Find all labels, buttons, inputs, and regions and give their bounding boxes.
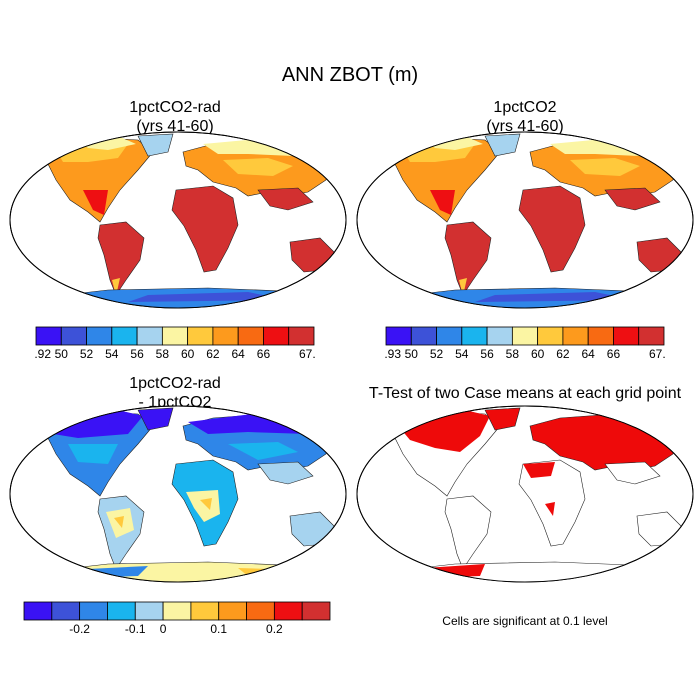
panel2-title-line2: (yrs 41-60)	[486, 118, 564, 135]
colorbar-box	[486, 326, 513, 346]
colorbar-tick-label: -0.1	[125, 622, 146, 636]
colorbar-tick-label: 56	[130, 347, 144, 361]
colorbar-tick-label: 50	[55, 347, 69, 361]
colorbar-box	[461, 326, 488, 346]
colorbar-tick-label: -0.2	[69, 622, 90, 636]
colorbar-box	[537, 326, 564, 346]
colorbar-tick-label: 64	[232, 347, 246, 361]
colorbar-box	[587, 326, 614, 346]
colorbar-tick-label: 0	[160, 622, 167, 636]
colorbar-box	[187, 326, 214, 346]
colorbar-box	[511, 326, 539, 346]
colorbar-tick-label: 58	[506, 347, 520, 361]
colorbar-tick-label: 54	[105, 347, 119, 361]
panel1-title-line1: 1pctCO2-rad	[129, 99, 221, 116]
colorbar-box	[288, 326, 315, 346]
panel3-title-line1: 1pctCO2-rad	[129, 375, 221, 392]
colorbar-box	[237, 326, 264, 346]
figure-title: ANN ZBOT (m)	[281, 64, 419, 86]
colorbar-box	[436, 326, 463, 346]
panel1-title: 1pctCO2-rad (yrs 41-60)	[50, 98, 300, 136]
panel2-title-line1: 1pctCO2	[493, 99, 557, 116]
colorbar-tick-label: 67.24	[649, 347, 666, 361]
colorbar-tick-label: 58	[156, 347, 170, 361]
colorbar-box	[51, 601, 81, 621]
panel1-colorbar: 48.92 50 52 54 56 58 60 62 64 66 67.21	[34, 326, 316, 361]
panel4-map	[356, 405, 694, 583]
colorbar-tick-label: 62	[556, 347, 570, 361]
colorbar-box	[136, 326, 163, 346]
colorbar-box	[162, 601, 192, 621]
colorbar-box	[613, 326, 640, 346]
colorbar-box	[107, 601, 136, 621]
colorbar-box	[35, 326, 62, 346]
colorbar-box	[263, 326, 290, 346]
panel3-colorbar: -0.2 -0.1 0 0.1 0.2	[23, 601, 331, 636]
colorbar-tick-label: 66	[607, 347, 621, 361]
colorbar-box	[562, 326, 589, 346]
colorbar-box	[246, 601, 275, 621]
colorbar-tick-label: 60	[181, 347, 195, 361]
colorbar-tick-label: 48.92	[34, 347, 51, 361]
colorbar-box	[23, 601, 53, 621]
panel1-map	[9, 131, 347, 309]
colorbar-box	[190, 601, 220, 621]
panel2-map	[356, 131, 694, 309]
panel2-title: 1pctCO2 (yrs 41-60)	[400, 98, 650, 136]
colorbar-tick-label: 66	[257, 347, 271, 361]
colorbar-box	[212, 326, 239, 346]
colorbar-box	[638, 326, 665, 346]
colorbar-tick-label: 56	[480, 347, 494, 361]
colorbar-box	[134, 601, 164, 621]
panel3-map	[9, 405, 347, 583]
colorbar-tick-label: 60	[531, 347, 545, 361]
colorbar-box	[79, 601, 108, 621]
colorbar-box	[273, 601, 303, 621]
colorbar-tick-label: 0.1	[210, 622, 227, 636]
panel4-title: T-Test of two Case means at each grid po…	[368, 385, 682, 402]
colorbar-tick-label: 67.21	[299, 347, 316, 361]
colorbar-box	[161, 326, 189, 346]
panel1-title-line2: (yrs 41-60)	[136, 118, 214, 135]
panel4-note: Cells are significant at 0.1 level	[442, 614, 608, 628]
colorbar-box	[385, 326, 412, 346]
panel2-colorbar: 48.93 50 52 54 56 58 60 62 64 66 67.24	[384, 326, 666, 361]
colorbar-tick-label: 50	[405, 347, 419, 361]
colorbar-box	[218, 601, 247, 621]
colorbar-tick-label: 48.93	[384, 347, 401, 361]
colorbar-box	[410, 326, 437, 346]
colorbar-tick-label: 64	[582, 347, 596, 361]
colorbar-tick-label: 54	[455, 347, 469, 361]
colorbar-tick-label: 0.2	[266, 622, 283, 636]
colorbar-box	[301, 601, 331, 621]
colorbar-tick-label: 62	[206, 347, 220, 361]
colorbar-tick-label: 52	[430, 347, 444, 361]
colorbar-box	[60, 326, 87, 346]
colorbar-box	[111, 326, 138, 346]
colorbar-box	[86, 326, 113, 346]
colorbar-tick-label: 52	[80, 347, 94, 361]
